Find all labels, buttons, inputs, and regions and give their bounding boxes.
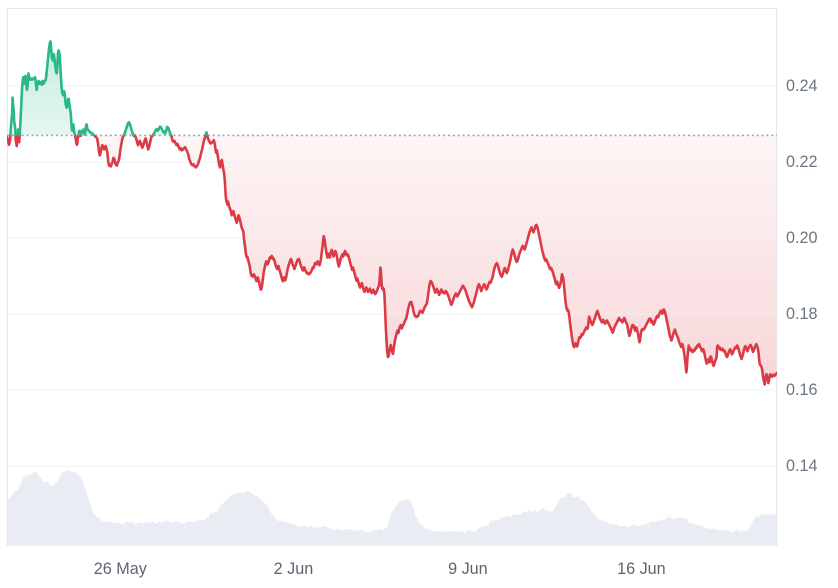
y-axis-label-0.16: 0.16 xyxy=(786,380,818,399)
y-axis-label-0.24: 0.24 xyxy=(786,76,818,95)
y-axis-label-0.14: 0.14 xyxy=(786,456,818,475)
x-axis-label-9-Jun: 9 Jun xyxy=(448,560,488,578)
x-axis-label-2-Jun: 2 Jun xyxy=(273,560,314,578)
x-axis-label-16-Jun: 16 Jun xyxy=(617,560,666,578)
volume-area xyxy=(7,469,777,546)
price-line-up xyxy=(9,40,209,136)
y-axis-label-0.22: 0.22 xyxy=(786,152,818,171)
price-line-down xyxy=(7,135,777,386)
y-axis-label-0.18: 0.18 xyxy=(786,304,818,323)
y-axis-label-0.20: 0.20 xyxy=(786,228,818,247)
x-axis-label-26-May: 26 May xyxy=(93,560,147,578)
price-fill-down xyxy=(7,135,777,385)
